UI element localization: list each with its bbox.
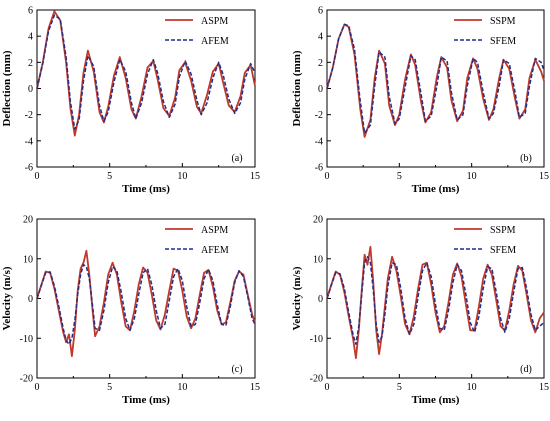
y-axis-label: Velocity (m/s) [291, 266, 303, 330]
y-tick-label: -4 [315, 136, 323, 147]
y-tick-label: 10 [23, 254, 33, 265]
y-tick-label: 20 [23, 215, 33, 226]
plot-frame [36, 218, 256, 379]
panel-tag: (b) [520, 153, 532, 164]
x-tick-label: 0 [325, 382, 330, 393]
y-tick-label: -2 [315, 110, 323, 121]
series-line-afem [36, 14, 256, 130]
y-tick-label: 20 [313, 215, 323, 226]
chart-panel-a: 0 5 10 15 6 4 2 0 -2 -4 -6 Time (ms) Deflection (mm)… [1, 6, 260, 196]
x-tick-label: 10 [177, 382, 187, 393]
y-axis-label: Velocity (m/s) [1, 266, 13, 330]
series-line-afem [36, 263, 256, 345]
legend-label-sspm: SSPM [490, 16, 516, 27]
x-tick-label: 5 [107, 171, 112, 182]
x-tick-label: 15 [250, 171, 260, 182]
legend-label-aspm: ASPM [201, 225, 228, 236]
y-tick-label: 4 [28, 32, 33, 43]
y-axis-label: Deflection (mm) [1, 50, 13, 126]
y-tick-label: -20 [20, 374, 33, 385]
x-axis-label: Time (ms) [122, 183, 170, 195]
legend-label-afem: AFEM [201, 36, 229, 47]
y-tick-label: 6 [318, 6, 323, 17]
x-tick-label: 5 [397, 382, 402, 393]
y-tick-label: -6 [25, 163, 33, 174]
y-tick-label: -2 [25, 110, 33, 121]
y-tick-label: 10 [313, 254, 323, 265]
x-tick-label: 10 [467, 171, 477, 182]
y-tick-label: 2 [28, 58, 33, 69]
x-axis-label: Time (ms) [122, 394, 170, 406]
x-tick-label: 0 [35, 382, 40, 393]
legend-label-sfem: SFEM [490, 36, 516, 47]
y-tick-label: 0 [318, 294, 323, 305]
y-tick-label: 6 [28, 6, 33, 17]
y-tick-label: 0 [28, 294, 33, 305]
x-tick-label: 5 [107, 382, 112, 393]
panel-tag: (d) [520, 364, 532, 375]
panel-tag: (a) [231, 153, 242, 164]
x-tick-label: 15 [539, 171, 549, 182]
x-tick-label: 0 [35, 171, 40, 182]
y-tick-label: -4 [25, 136, 33, 147]
y-tick-label: 0 [28, 84, 33, 95]
x-tick-label: 10 [177, 171, 187, 182]
x-tick-label: 10 [467, 382, 477, 393]
y-tick-label: 2 [318, 58, 323, 69]
y-tick-label: 0 [318, 84, 323, 95]
series-line-sfem [326, 256, 545, 345]
x-tick-label: 0 [325, 171, 330, 182]
series-line-aspm [36, 249, 256, 358]
y-axis-label: Deflection (mm) [291, 50, 303, 126]
x-axis-label: Time (ms) [412, 394, 460, 406]
series-line-sspm [326, 23, 545, 138]
panel-tag: (c) [231, 364, 242, 375]
x-tick-label: 15 [539, 382, 549, 393]
x-tick-label: 5 [397, 171, 402, 182]
y-tick-label: 4 [318, 32, 323, 43]
y-tick-label: -6 [315, 163, 323, 174]
x-tick-label: 15 [250, 382, 260, 393]
legend-label-afem: AFEM [201, 245, 229, 256]
legend-label-aspm: ASPM [201, 16, 228, 27]
x-axis-label: Time (ms) [412, 183, 460, 195]
series-line-sspm [326, 245, 545, 360]
legend-label-sspm: SSPM [490, 225, 516, 236]
y-tick-label: -10 [310, 334, 323, 345]
chart-panel-c: 0 5 10 15 20 10 0 -10 -20 Time (ms) Velocity (m/s)… [1, 215, 260, 407]
series-line-aspm [36, 10, 256, 137]
y-tick-label: -10 [20, 334, 33, 345]
chart-panel-b: 0 5 10 15 6 4 2 0 -2 -4 -6 Time (ms) Deflection (mm)… [291, 6, 549, 196]
y-tick-label: -20 [310, 374, 323, 385]
chart-panel-d: 0 5 10 15 20 10 0 -10 -20 Time (ms) Velocity (m/s)… [291, 215, 549, 407]
legend-label-sfem: SFEM [490, 245, 516, 256]
